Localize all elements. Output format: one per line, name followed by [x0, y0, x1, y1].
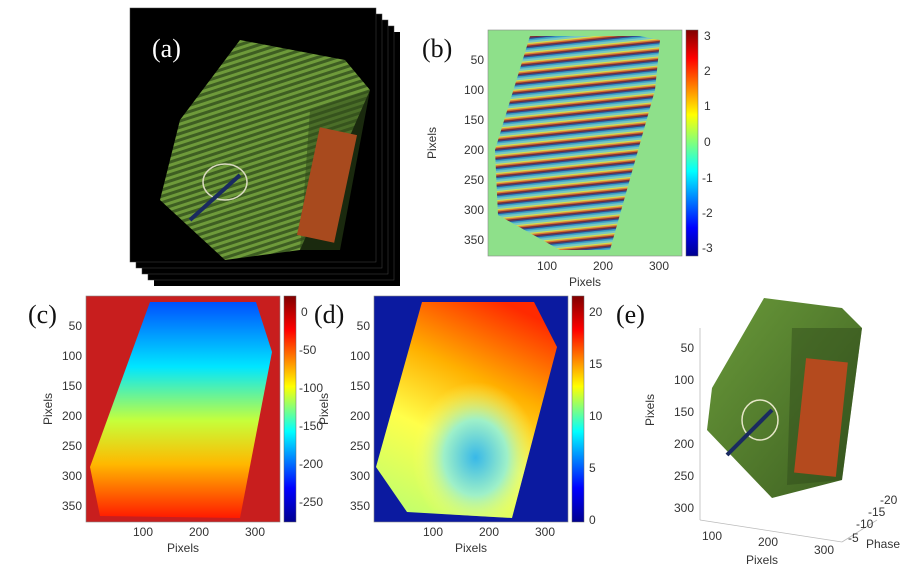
panel-c-cbtick: 0 [301, 305, 308, 319]
panel-b-xticks: 100 200 300 [537, 259, 669, 273]
panel-e-ytick: 50 [681, 341, 695, 355]
panel-d-yticks: 50 100 150 200 250 300 350 [350, 319, 370, 513]
panel-b-xtick: 100 [537, 259, 557, 273]
panel-d-ytick: 200 [350, 409, 370, 423]
panel-e: (e) 50 100 150 200 250 300 100 200 3 [612, 280, 922, 573]
panel-d-cbtick: 20 [589, 305, 603, 319]
panel-a: (a) [129, 0, 410, 290]
panel-c-xtick: 100 [133, 525, 153, 539]
panel-c-cbtick: -100 [299, 381, 323, 395]
panel-a-label: (a) [152, 34, 181, 63]
panel-e-zticks: -20 -15 -10 -5 [848, 493, 898, 545]
panel-d-colorbar [571, 295, 585, 523]
panel-b-cbtick: 2 [704, 64, 711, 78]
panel-b-ytick: 200 [464, 143, 484, 157]
panel-e-xtick: 100 [702, 529, 722, 543]
panel-c-colorbar [283, 295, 297, 523]
panel-d-cbtick: 15 [589, 357, 603, 371]
panel-d-ytick: 350 [350, 499, 370, 513]
panel-e-zlabel: Phase [866, 537, 900, 551]
panel-b-plot: 50 100 150 200 250 300 350 100 200 300 P… [425, 29, 713, 289]
panel-e-ytick: 250 [674, 469, 694, 483]
panel-b-ytick: 350 [464, 233, 484, 247]
panel-d-cbtick: 0 [589, 513, 596, 527]
panel-c-xtick: 200 [189, 525, 209, 539]
panel-c-ytick: 200 [62, 409, 82, 423]
panel-b-xtick: 200 [593, 259, 613, 273]
panel-d-xlabel: Pixels [455, 541, 487, 555]
panel-e-ytick: 200 [674, 437, 694, 451]
panel-b: (b) 50 100 150 200 250 300 350 100 [420, 0, 720, 292]
panel-c-ytick: 250 [62, 439, 82, 453]
panel-e-xtick: 300 [814, 543, 834, 557]
panel-e-label: (e) [616, 300, 645, 329]
panel-e-ytick: 100 [674, 373, 694, 387]
panel-b-cbtick: -3 [702, 241, 713, 255]
panel-b-cbtick: 0 [704, 135, 711, 149]
panel-b-ytick: 100 [464, 83, 484, 97]
panel-d-xtick: 300 [535, 525, 555, 539]
panel-e-ytick: 150 [674, 405, 694, 419]
panel-e-xtick: 200 [758, 535, 778, 549]
panel-e-ytick: 300 [674, 501, 694, 515]
panel-b-yticks: 50 100 150 200 250 300 350 [464, 53, 484, 247]
panel-e-xticks: 100 200 300 [702, 529, 834, 557]
panel-b-ytick: 50 [471, 53, 485, 67]
panel-e-yticks: 50 100 150 200 250 300 [674, 341, 694, 515]
panel-b-cbtick: 3 [704, 29, 711, 43]
panel-d-plot: 50 100 150 200 250 300 350 100 200 300 P… [317, 295, 603, 555]
panel-b-ylabel: Pixels [425, 127, 439, 159]
panel-a-graphic [129, 7, 400, 286]
panel-b-ytick: 150 [464, 113, 484, 127]
panel-c-yticks: 50 100 150 200 250 300 350 [62, 319, 82, 513]
panel-d-ytick: 50 [357, 319, 371, 333]
panel-c-xticks: 100 200 300 [133, 525, 265, 539]
panel-c-ytick: 150 [62, 379, 82, 393]
panel-c-ytick: 50 [69, 319, 83, 333]
panel-c-ytick: 300 [62, 469, 82, 483]
panel-e-ztick: -15 [868, 505, 886, 519]
panel-d-ytick: 100 [350, 349, 370, 363]
panel-c-plot: 50 100 150 200 250 300 350 100 200 300 P… [41, 295, 323, 555]
panel-d-xticks: 100 200 300 [423, 525, 555, 539]
panel-d-ylabel: Pixels [317, 393, 331, 425]
panel-e-ztick: -10 [856, 517, 874, 531]
panel-c-xtick: 300 [245, 525, 265, 539]
panel-c: (c) 50 100 150 200 [0, 292, 323, 573]
panel-d-ytick: 250 [350, 439, 370, 453]
panel-d-xtick: 200 [479, 525, 499, 539]
panel-e-plot: 50 100 150 200 250 300 100 200 300 Pixel… [643, 298, 900, 567]
panel-c-ytick: 350 [62, 499, 82, 513]
panel-b-label: (b) [422, 34, 453, 63]
panel-e-xlabel: Pixels [746, 553, 778, 567]
panel-c-ylabel: Pixels [41, 393, 55, 425]
panel-d: (d) [312, 292, 612, 573]
panel-c-cbtick: -200 [299, 457, 323, 471]
panel-d-ytick: 300 [350, 469, 370, 483]
panel-d-xtick: 100 [423, 525, 443, 539]
panel-e-ylabel: Pixels [643, 394, 657, 426]
panel-c-cbtick: -250 [299, 495, 323, 509]
panel-c-cbtick: -50 [299, 343, 317, 357]
panel-c-cbtick: -150 [299, 419, 323, 433]
panel-e-ztick: -20 [880, 493, 898, 507]
panel-b-colorbar [685, 29, 699, 257]
panel-b-cbtick: -2 [702, 206, 713, 220]
panel-b-ytick: 250 [464, 173, 484, 187]
panel-d-cbtick: 5 [589, 461, 596, 475]
panel-d-ytick: 150 [350, 379, 370, 393]
panel-b-cbtick: -1 [702, 171, 713, 185]
panel-d-cbtick: 10 [589, 409, 603, 423]
panel-b-cbtick: 1 [704, 99, 711, 113]
panel-c-ytick: 100 [62, 349, 82, 363]
panel-e-ztick: -5 [848, 531, 859, 545]
panel-d-label: (d) [314, 300, 345, 329]
panel-b-ytick: 300 [464, 203, 484, 217]
panel-c-label: (c) [28, 300, 57, 329]
panel-b-xtick: 300 [649, 259, 669, 273]
panel-b-xlabel: Pixels [569, 275, 601, 289]
panel-c-xlabel: Pixels [167, 541, 199, 555]
